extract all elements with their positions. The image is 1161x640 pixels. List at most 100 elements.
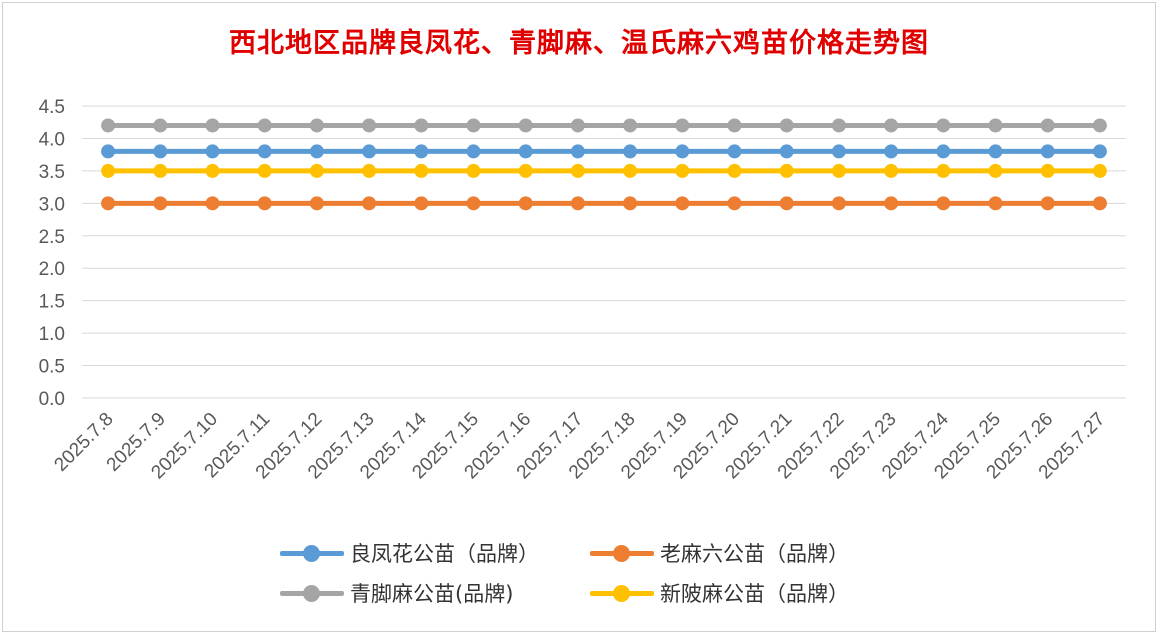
data-point bbox=[466, 196, 481, 211]
legend-label: 老麻六公苗（品牌） bbox=[660, 542, 849, 566]
data-point bbox=[414, 144, 429, 159]
data-point bbox=[518, 144, 533, 159]
data-point bbox=[101, 196, 116, 211]
data-point bbox=[570, 196, 585, 211]
data-point bbox=[936, 118, 951, 133]
y-tick-label: 1.0 bbox=[39, 324, 65, 345]
y-tick-label: 3.0 bbox=[39, 194, 65, 215]
data-point bbox=[518, 196, 533, 211]
data-point bbox=[362, 144, 377, 159]
y-tick-label: 3.5 bbox=[39, 162, 65, 183]
chart-title: 西北地区品牌良凤花、青脚麻、温氏麻六鸡苗价格走势图 bbox=[229, 28, 929, 59]
data-point bbox=[205, 196, 220, 211]
data-point bbox=[257, 118, 272, 133]
legend-marker bbox=[613, 585, 630, 602]
y-tick-label: 4.5 bbox=[39, 97, 65, 118]
data-point bbox=[101, 163, 116, 178]
legend-item-liangfenghua: 良凤花公苗（品牌） bbox=[280, 538, 590, 568]
series-layer bbox=[101, 118, 1107, 211]
data-point bbox=[727, 196, 742, 211]
data-point bbox=[779, 144, 794, 159]
data-point bbox=[309, 163, 324, 178]
data-point bbox=[414, 118, 429, 133]
data-point bbox=[153, 163, 168, 178]
data-point bbox=[570, 144, 585, 159]
legend-marker bbox=[303, 585, 320, 602]
y-tick-label: 0.5 bbox=[39, 357, 65, 378]
data-point bbox=[1040, 144, 1055, 159]
data-point bbox=[884, 144, 899, 159]
legend-item-xinpima: 新陂麻公苗（品牌） bbox=[590, 578, 900, 608]
data-point bbox=[988, 196, 1003, 211]
data-point bbox=[623, 118, 638, 133]
data-point bbox=[1092, 144, 1107, 159]
data-point bbox=[101, 144, 116, 159]
data-point bbox=[936, 163, 951, 178]
data-point bbox=[257, 196, 272, 211]
data-point bbox=[988, 118, 1003, 133]
data-point bbox=[518, 163, 533, 178]
legend-item-lao-maliu: 老麻六公苗（品牌） bbox=[590, 538, 900, 568]
data-point bbox=[1040, 163, 1055, 178]
data-point bbox=[884, 196, 899, 211]
data-point bbox=[518, 118, 533, 133]
y-tick-label: 4.0 bbox=[39, 129, 65, 150]
legend-marker bbox=[303, 545, 320, 562]
data-point bbox=[1040, 118, 1055, 133]
data-point bbox=[884, 118, 899, 133]
data-point bbox=[466, 118, 481, 133]
data-point bbox=[466, 144, 481, 159]
data-point bbox=[1092, 196, 1107, 211]
data-point bbox=[727, 118, 742, 133]
data-point bbox=[727, 144, 742, 159]
data-point bbox=[153, 118, 168, 133]
data-point bbox=[205, 163, 220, 178]
data-point bbox=[831, 144, 846, 159]
data-point bbox=[884, 163, 899, 178]
y-tick-label: 2.5 bbox=[39, 227, 65, 248]
y-tick-label: 1.5 bbox=[39, 292, 65, 313]
data-point bbox=[414, 163, 429, 178]
data-point bbox=[831, 196, 846, 211]
legend-label: 青脚麻公苗(品牌) bbox=[350, 582, 514, 606]
data-point bbox=[205, 144, 220, 159]
legend-label: 良凤花公苗（品牌） bbox=[350, 542, 539, 566]
y-tick-label: 0.0 bbox=[39, 389, 65, 410]
data-point bbox=[309, 118, 324, 133]
data-point bbox=[153, 196, 168, 211]
data-point bbox=[727, 163, 742, 178]
data-point bbox=[362, 118, 377, 133]
x-axis-tick-labels: 2025.7.82025.7.92025.7.102025.7.112025.7… bbox=[50, 408, 1109, 483]
data-point bbox=[936, 196, 951, 211]
data-point bbox=[466, 163, 481, 178]
data-point bbox=[623, 163, 638, 178]
data-point bbox=[570, 118, 585, 133]
legend-swatch-liangfenghua bbox=[280, 543, 344, 563]
data-point bbox=[153, 144, 168, 159]
y-tick-label: 2.0 bbox=[39, 259, 65, 280]
legend-swatch-qingjiaoma bbox=[280, 583, 344, 603]
data-point bbox=[675, 118, 690, 133]
legend-swatch-lao-maliu bbox=[590, 543, 654, 563]
data-point bbox=[779, 118, 794, 133]
data-point bbox=[309, 144, 324, 159]
data-point bbox=[623, 196, 638, 211]
data-point bbox=[675, 144, 690, 159]
legend-item-qingjiaoma: 青脚麻公苗(品牌) bbox=[280, 578, 590, 608]
chart-area: 西北地区品牌良凤花、青脚麻、温氏麻六鸡苗价格走势图 bbox=[2, 2, 1156, 632]
data-point bbox=[623, 144, 638, 159]
data-point bbox=[1092, 163, 1107, 178]
data-point bbox=[779, 196, 794, 211]
legend-label: 新陂麻公苗（品牌） bbox=[660, 582, 849, 606]
data-point bbox=[414, 196, 429, 211]
data-point bbox=[675, 163, 690, 178]
data-point bbox=[988, 163, 1003, 178]
data-point bbox=[1092, 118, 1107, 133]
data-point bbox=[257, 163, 272, 178]
data-point bbox=[779, 163, 794, 178]
data-point bbox=[101, 118, 116, 133]
data-point bbox=[570, 163, 585, 178]
data-point bbox=[257, 144, 272, 159]
